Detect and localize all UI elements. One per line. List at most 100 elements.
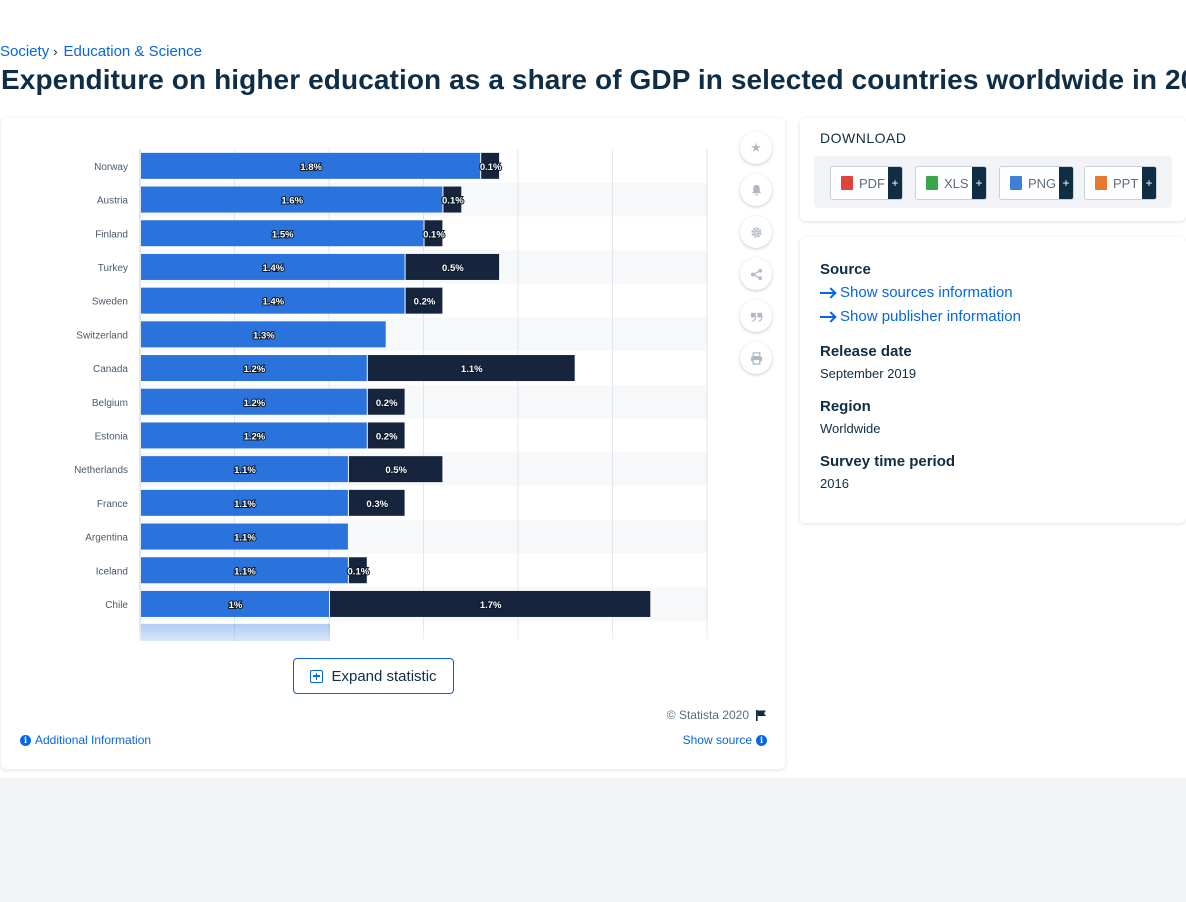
bar-chart: Norway 1.8% 0.1% Austria 1.6% 0.1% Finland 1.5%… bbox=[74, 149, 708, 641]
page-title: Expenditure on higher education as a sha… bbox=[1, 64, 1186, 95]
data-label: 0.5% bbox=[385, 465, 407, 476]
data-label: 1.1% bbox=[234, 465, 256, 476]
download-xls-label: XLS bbox=[944, 175, 969, 191]
bar-segment-secondary bbox=[367, 388, 405, 415]
release-date-label: Release date bbox=[820, 343, 912, 360]
expand-label: Expand statistic bbox=[331, 667, 437, 685]
release-date-value: September 2019 bbox=[820, 366, 917, 381]
category-label: Iceland bbox=[96, 566, 128, 577]
category-label: France bbox=[97, 499, 129, 510]
download-png-label: PNG bbox=[1028, 175, 1057, 191]
data-label: 0.2% bbox=[376, 431, 398, 442]
download-png-button[interactable]: PNG + bbox=[999, 166, 1074, 200]
expand-statistic-button[interactable]: Expand statistic bbox=[293, 658, 454, 694]
print-button[interactable] bbox=[740, 342, 772, 374]
data-label: 0.2% bbox=[414, 297, 436, 308]
favorite-button[interactable]: ★ bbox=[740, 132, 772, 164]
share-icon bbox=[750, 268, 762, 280]
additional-information-link[interactable]: i Additional Information bbox=[20, 733, 151, 747]
data-label: 1% bbox=[229, 600, 243, 611]
pdf-file-icon bbox=[841, 176, 853, 190]
bar-segment-secondary bbox=[443, 186, 462, 213]
survey-period-value: 2016 bbox=[820, 476, 849, 491]
gear-icon bbox=[750, 226, 762, 238]
region-value: Worldwide bbox=[820, 421, 881, 436]
data-label: 0.3% bbox=[366, 499, 388, 510]
settings-button[interactable] bbox=[740, 216, 772, 248]
statistic-details-card: Source Show sources information Show pub… bbox=[800, 237, 1186, 523]
category-label: Switzerland bbox=[76, 330, 128, 341]
bar-segment-primary bbox=[141, 422, 367, 449]
bar-segment-primary bbox=[141, 388, 367, 415]
show-publisher-label: Show publisher information bbox=[840, 308, 1021, 325]
copyright-text: © Statista 2020 bbox=[666, 708, 749, 722]
data-label: 0.1% bbox=[348, 566, 370, 577]
show-sources-label: Show sources information bbox=[840, 284, 1013, 301]
png-file-icon bbox=[1010, 176, 1022, 190]
data-label: 1.1% bbox=[234, 499, 256, 510]
bar-segment-primary bbox=[141, 220, 424, 247]
bar-segment-secondary bbox=[348, 456, 443, 483]
notify-button[interactable] bbox=[740, 174, 772, 206]
bar-segment-primary bbox=[141, 590, 329, 617]
data-label: 0.1% bbox=[480, 162, 502, 173]
data-label: 1.2% bbox=[244, 398, 266, 409]
download-ppt-label: PPT bbox=[1113, 175, 1139, 191]
data-label: 1.8% bbox=[300, 162, 322, 173]
download-ppt-button[interactable]: PPT + bbox=[1084, 166, 1157, 200]
share-button[interactable] bbox=[740, 258, 772, 290]
print-icon bbox=[750, 351, 762, 365]
ppt-file-icon bbox=[1095, 176, 1107, 190]
plus-icon: + bbox=[1142, 167, 1156, 199]
show-sources-link[interactable]: Show sources information bbox=[820, 284, 1013, 301]
bar-segment-secondary bbox=[330, 590, 651, 617]
download-xls-button[interactable]: XLS + bbox=[915, 166, 987, 200]
bar-segment-secondary bbox=[348, 557, 367, 584]
bar-segment-primary bbox=[141, 489, 348, 516]
breadcrumb-society[interactable]: Society bbox=[0, 43, 50, 60]
data-label: 1.1% bbox=[461, 364, 483, 375]
data-label: 1.3% bbox=[253, 330, 275, 341]
arrow-right-icon bbox=[820, 291, 834, 294]
arrow-right-icon bbox=[820, 315, 834, 318]
xls-file-icon bbox=[926, 176, 938, 190]
cite-button[interactable] bbox=[740, 300, 772, 332]
bar-segment-secondary bbox=[348, 489, 405, 516]
copyright[interactable]: © Statista 2020 bbox=[667, 708, 767, 722]
bar-segment-secondary bbox=[481, 152, 500, 179]
category-label: Turkey bbox=[98, 263, 128, 274]
expand-icon bbox=[310, 669, 324, 683]
bar-segment-secondary bbox=[424, 220, 443, 247]
data-label: 0.1% bbox=[423, 229, 445, 240]
data-label: 1.7% bbox=[480, 600, 502, 611]
show-source-link[interactable]: Show source i bbox=[683, 733, 767, 747]
category-label: Canada bbox=[93, 364, 128, 375]
bar-segment-primary bbox=[141, 152, 481, 179]
data-label: 1.6% bbox=[281, 196, 303, 207]
data-label: 1.2% bbox=[244, 364, 266, 375]
chart-tools: ★ bbox=[740, 132, 772, 384]
data-label: 1.4% bbox=[262, 297, 284, 308]
download-buttons: PDF + XLS + PNG + PPT + bbox=[814, 156, 1172, 208]
additional-information-label: Additional Information bbox=[35, 733, 152, 747]
bell-icon bbox=[751, 184, 761, 196]
bar-segment-primary bbox=[141, 186, 443, 213]
bar-segment-primary bbox=[141, 557, 348, 584]
breadcrumb-education-science[interactable]: Education & Science bbox=[63, 43, 202, 60]
download-pdf-button[interactable]: PDF + bbox=[830, 166, 903, 200]
category-label: Estonia bbox=[95, 431, 129, 442]
bar-segment-primary bbox=[141, 355, 367, 382]
chart-fade bbox=[1, 626, 721, 641]
source-label: Source bbox=[820, 261, 871, 278]
bar-segment-primary bbox=[141, 321, 386, 348]
category-label: Norway bbox=[94, 162, 128, 173]
info-icon: i bbox=[756, 734, 767, 746]
bar-segment-primary bbox=[141, 253, 405, 280]
footer-background bbox=[0, 778, 1186, 902]
bar-segment-primary bbox=[141, 287, 405, 314]
show-publisher-link[interactable]: Show publisher information bbox=[820, 308, 1021, 325]
info-icon: i bbox=[20, 734, 31, 746]
download-title: DOWNLOAD bbox=[820, 130, 907, 146]
data-label: 1.5% bbox=[272, 229, 294, 240]
plus-icon: + bbox=[1059, 167, 1073, 199]
